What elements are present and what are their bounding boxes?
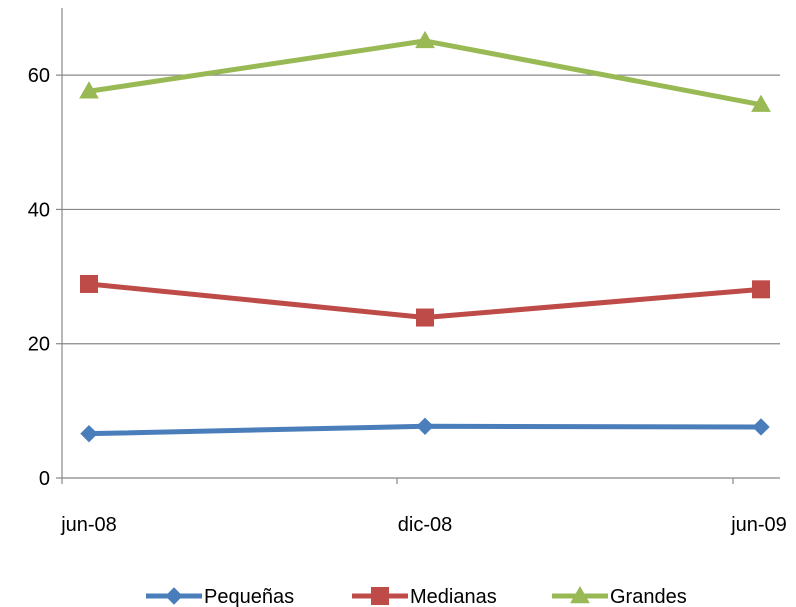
legend-item: Pequeñas xyxy=(146,586,294,607)
data-point xyxy=(416,417,434,436)
y-tick-labels: 0 20 40 60 xyxy=(28,65,50,490)
data-point xyxy=(416,308,434,327)
legend: Pequeñas Medianas Grandes xyxy=(146,585,687,607)
legend-label: Medianas xyxy=(410,586,497,607)
x-tick-label: jun-09 xyxy=(730,514,787,536)
legend-item: Grandes xyxy=(552,585,687,607)
legend-label: Pequeñas xyxy=(204,586,294,607)
x-tick-labels: jun-08 dic-08 jun-09 xyxy=(60,514,787,536)
series-medianas xyxy=(80,274,770,327)
y-tick-label: 60 xyxy=(28,65,50,87)
data-point xyxy=(751,94,771,112)
data-point xyxy=(752,280,770,299)
data-point xyxy=(79,81,99,99)
x-tick-label: dic-08 xyxy=(398,514,452,536)
legend-label: Grandes xyxy=(610,586,687,607)
data-point xyxy=(80,274,98,293)
gridlines xyxy=(62,74,780,345)
legend-marker xyxy=(371,587,389,605)
series-grandes xyxy=(79,30,771,112)
y-tick-label: 40 xyxy=(28,199,50,221)
y-tick-label: 20 xyxy=(28,334,50,356)
data-point xyxy=(80,424,98,443)
axes xyxy=(56,8,780,484)
legend-marker xyxy=(165,587,183,605)
series-layer xyxy=(79,30,771,443)
legend-item: Medianas xyxy=(352,586,497,607)
data-point xyxy=(752,418,770,436)
y-tick-label: 0 xyxy=(39,468,50,490)
x-tick-label: jun-08 xyxy=(60,514,117,536)
legend-marker xyxy=(570,585,590,604)
series-line xyxy=(88,38,762,108)
data-point xyxy=(415,30,435,49)
series-pequeñas xyxy=(80,417,770,443)
